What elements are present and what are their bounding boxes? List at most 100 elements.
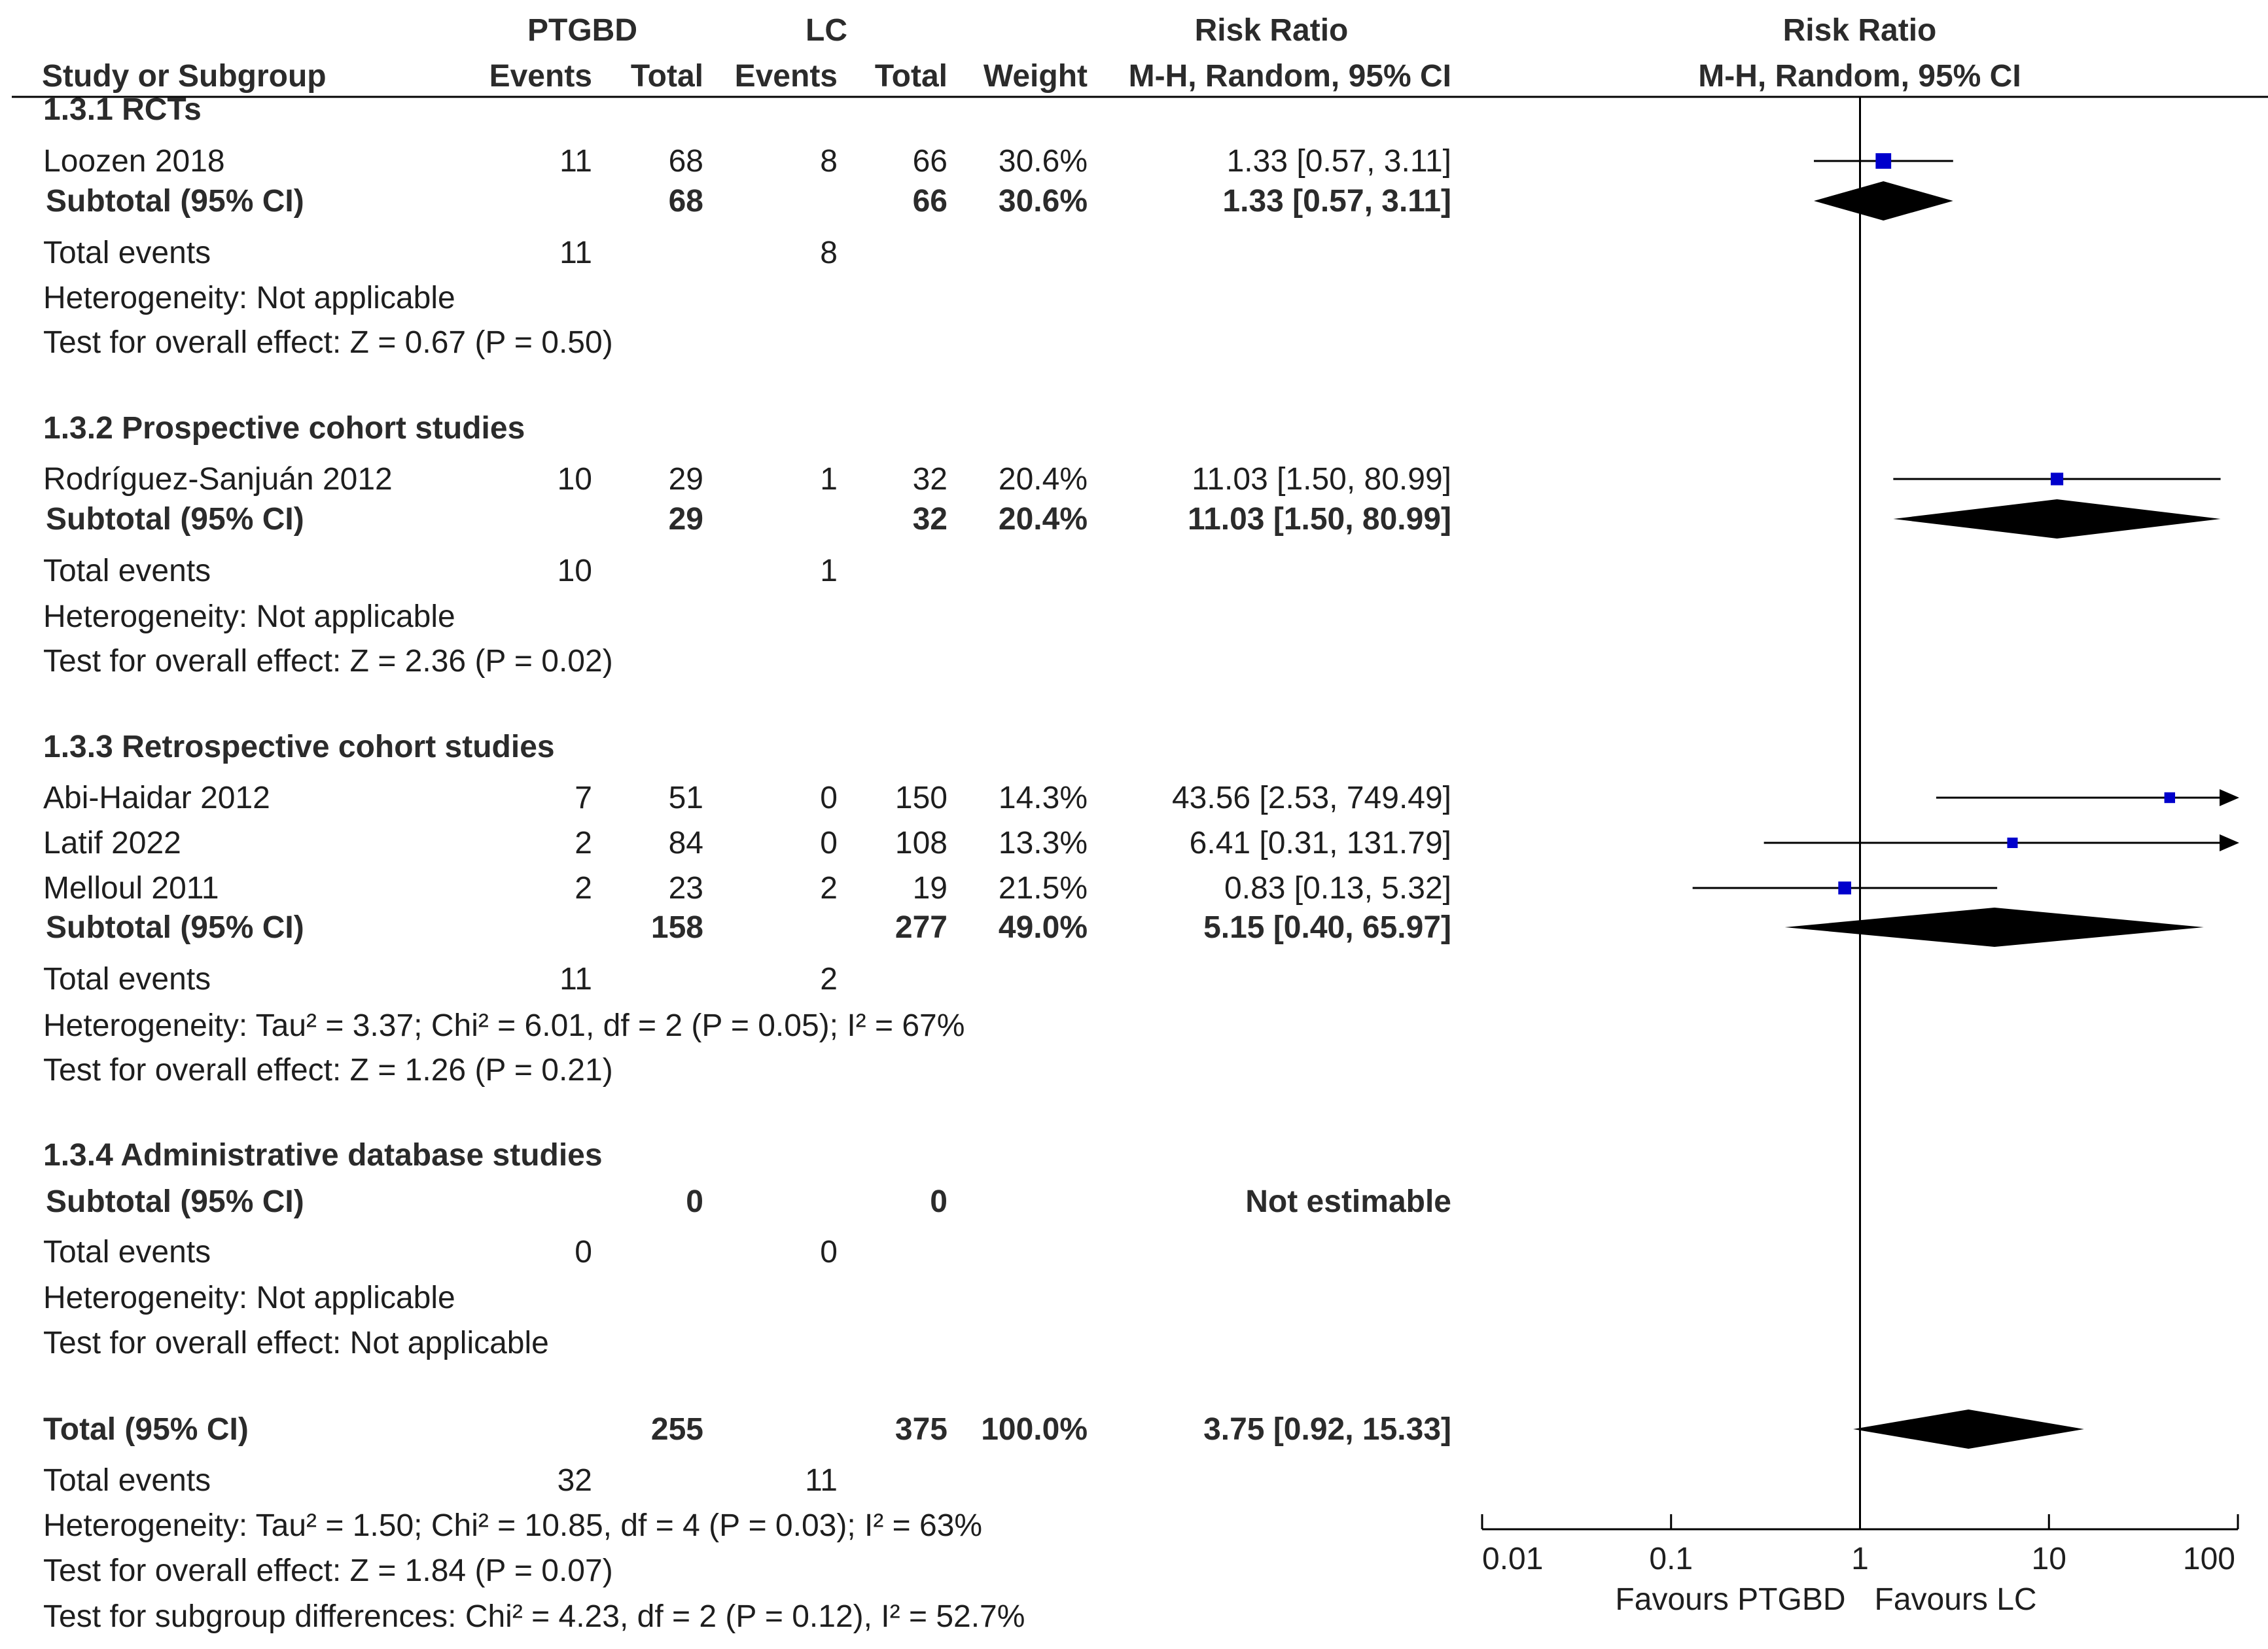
- subtotal-weight: 30.6%: [999, 184, 1088, 219]
- heterogeneity-text: Heterogeneity: Not applicable: [43, 281, 455, 315]
- total-events-label: Total events: [43, 236, 211, 270]
- subtotal-effect-ci: 11.03 [1.50, 80.99]: [1188, 502, 1451, 537]
- subtotal-total1: 0: [686, 1184, 703, 1219]
- overall-effect-text: Test for overall effect: Z = 0.67 (P = 0…: [43, 325, 613, 360]
- study-point-marker: [2007, 838, 2018, 848]
- subtotal-total1: 29: [669, 502, 703, 537]
- study-total1: 51: [669, 781, 703, 815]
- total2-header: Total: [875, 59, 948, 94]
- study-point-marker: [1838, 881, 1851, 895]
- subtotal-label: Subtotal (95% CI): [46, 184, 304, 219]
- study-events2: 8: [820, 144, 838, 179]
- total-events-label: Total events: [43, 1235, 211, 1269]
- favours-right-label: Favours LC: [1875, 1582, 2037, 1617]
- study-name: Abi-Haidar 2012: [43, 781, 270, 815]
- total-events1: 11: [559, 962, 592, 997]
- favours-left-label: Favours PTGBD: [1615, 1582, 1845, 1617]
- subtotal-total2: 0: [930, 1184, 948, 1219]
- study-events2: 1: [820, 462, 838, 497]
- total-events2: 8: [820, 236, 838, 270]
- study-effect-ci: 43.56 [2.53, 749.49]: [1172, 781, 1451, 815]
- overall-effect-test: Test for overall effect: Z = 1.84 (P = 0…: [43, 1553, 613, 1588]
- study-total2: 19: [913, 871, 948, 906]
- study-weight: 30.6%: [999, 144, 1088, 179]
- subtotal-diamond: [1784, 908, 2204, 947]
- study-name: Rodríguez-Sanjuán 2012: [43, 462, 393, 497]
- events1-header: Events: [489, 59, 592, 94]
- subtotal-total1: 68: [669, 184, 703, 219]
- subtotal-label: Subtotal (95% CI): [46, 502, 304, 537]
- study-events1: 7: [575, 781, 592, 815]
- study-name: Latif 2022: [43, 826, 181, 860]
- x-tick-label: 10: [2032, 1542, 2066, 1576]
- study-point-marker: [2050, 472, 2064, 486]
- subgroup-title: 1.3.4 Administrative database studies: [43, 1138, 603, 1173]
- x-tick-label: 100: [2183, 1542, 2235, 1576]
- x-tick-label: 0.1: [1649, 1542, 1693, 1576]
- subtotal-total2: 66: [913, 184, 948, 219]
- subtotal-effect-ci: 5.15 [0.40, 65.97]: [1203, 910, 1451, 945]
- events2-header: Events: [735, 59, 838, 94]
- x-tick-label: 1: [1851, 1542, 1869, 1576]
- heterogeneity-text: Heterogeneity: Not applicable: [43, 599, 455, 634]
- study-weight: 20.4%: [999, 462, 1088, 497]
- study-total1: 68: [669, 144, 703, 179]
- study-total2: 108: [895, 826, 948, 860]
- overall-total-events2: 11: [805, 1463, 838, 1498]
- study-total1: 84: [669, 826, 703, 860]
- total-events2: 1: [820, 554, 838, 588]
- subgroup-title: 1.3.3 Retrospective cohort studies: [43, 730, 555, 764]
- subtotal-total2: 32: [913, 502, 948, 537]
- total-events2: 0: [820, 1235, 838, 1269]
- total-events2: 2: [820, 962, 838, 997]
- group1-header: PTGBD: [527, 13, 637, 48]
- overall-total-events1: 32: [558, 1463, 592, 1498]
- study-point-marker: [2164, 792, 2176, 804]
- weight-header: Weight: [983, 59, 1088, 94]
- total-label: Total (95% CI): [43, 1412, 249, 1447]
- total-weight: 100.0%: [981, 1412, 1088, 1447]
- total-total1: 255: [651, 1412, 703, 1447]
- total1-header: Total: [631, 59, 703, 94]
- total-effect-ci: 3.75 [0.92, 15.33]: [1203, 1412, 1451, 1447]
- study-2-0-ci-arrow: [2220, 789, 2239, 806]
- study-total2: 66: [913, 144, 948, 179]
- total-total2: 375: [895, 1412, 948, 1447]
- overall-total-events-label: Total events: [43, 1463, 211, 1498]
- total-events1: 10: [558, 554, 592, 588]
- study-events1: 2: [575, 826, 592, 860]
- study-total2: 150: [895, 781, 948, 815]
- subgroup-title: 1.3.1 RCTs: [43, 92, 202, 127]
- study-events1: 10: [558, 462, 592, 497]
- study-total1: 23: [669, 871, 703, 906]
- subtotal-effect-ci: 1.33 [0.57, 3.11]: [1222, 184, 1451, 219]
- total-events-label: Total events: [43, 554, 211, 588]
- study-weight: 13.3%: [999, 826, 1088, 860]
- study-name: Loozen 2018: [43, 144, 225, 179]
- study-events1: 2: [575, 871, 592, 906]
- study-2-1-ci-arrow: [2220, 834, 2239, 851]
- subtotal-weight: 20.4%: [999, 502, 1088, 537]
- total-events1: 11: [559, 236, 592, 270]
- overall-effect-text: Test for overall effect: Z = 1.26 (P = 0…: [43, 1053, 613, 1088]
- study-column-header: Study or Subgroup: [42, 59, 327, 94]
- subtotal-diamond: [1814, 181, 1953, 221]
- study-events1: 11: [559, 144, 592, 179]
- heterogeneity-text: Heterogeneity: Tau² = 3.37; Chi² = 6.01,…: [43, 1008, 965, 1043]
- study-weight: 21.5%: [999, 871, 1088, 906]
- study-weight: 14.3%: [999, 781, 1088, 815]
- study-events2: 2: [820, 871, 838, 906]
- heterogeneity-text: Heterogeneity: Not applicable: [43, 1281, 455, 1315]
- overall-effect-text: Test for overall effect: Z = 2.36 (P = 0…: [43, 644, 613, 679]
- study-effect-ci: 0.83 [0.13, 5.32]: [1224, 871, 1451, 906]
- study-events2: 0: [820, 781, 838, 815]
- group2-header: LC: [806, 13, 847, 48]
- subtotal-weight: 49.0%: [999, 910, 1088, 945]
- risk-ratio-plot-header: Risk Ratio: [1783, 13, 1937, 48]
- study-events2: 0: [820, 826, 838, 860]
- risk-ratio-column-header: Risk Ratio: [1195, 13, 1349, 48]
- subtotal-label: Subtotal (95% CI): [46, 910, 304, 945]
- total-events1: 0: [575, 1235, 592, 1269]
- method-column-header: M-H, Random, 95% CI: [1129, 59, 1451, 94]
